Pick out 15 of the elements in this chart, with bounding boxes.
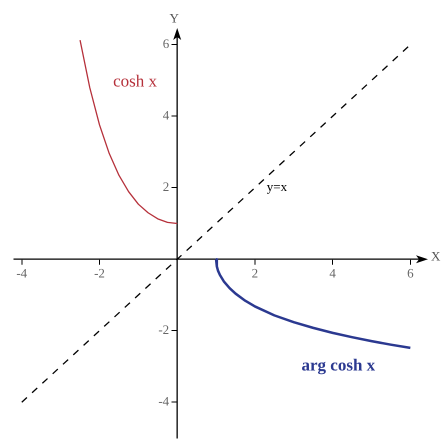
- series-label: y=x: [266, 179, 288, 194]
- x-axis-title: X: [431, 248, 441, 264]
- y-tick-label: -4: [158, 394, 170, 409]
- y-tick-label: 6: [162, 36, 170, 52]
- y-tick-label: -2: [158, 322, 170, 338]
- x-tick-label: 2: [252, 265, 258, 280]
- y-tick-label: 4: [162, 108, 170, 123]
- x-tick-label: -4: [16, 265, 28, 280]
- x-tick-label: 6: [407, 265, 414, 280]
- y-axis-title: Y: [170, 10, 180, 26]
- x-tick-label: -2: [94, 265, 105, 280]
- series-label: arg cosh x: [302, 355, 376, 374]
- series-label: cosh x: [113, 72, 158, 91]
- y-tick-label: 2: [162, 179, 170, 194]
- x-tick-label: 4: [329, 265, 336, 280]
